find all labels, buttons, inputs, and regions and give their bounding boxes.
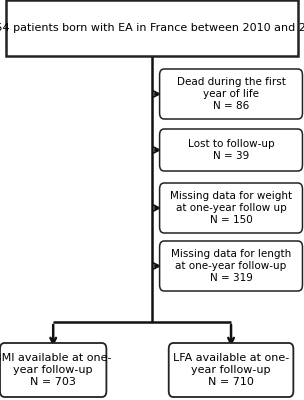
FancyBboxPatch shape: [160, 183, 302, 233]
FancyBboxPatch shape: [6, 0, 298, 56]
Text: Lost to follow-up
N = 39: Lost to follow-up N = 39: [188, 139, 274, 161]
FancyBboxPatch shape: [160, 241, 302, 291]
FancyBboxPatch shape: [0, 343, 106, 397]
Text: Missing data for length
at one-year follow-up
N = 319: Missing data for length at one-year foll…: [171, 250, 291, 282]
FancyBboxPatch shape: [169, 343, 293, 397]
Text: BMI available at one-
year follow-up
N = 703: BMI available at one- year follow-up N =…: [0, 354, 112, 386]
Text: LFA available at one-
year follow-up
N = 710: LFA available at one- year follow-up N =…: [173, 354, 289, 386]
Text: Dead during the first
year of life
N = 86: Dead during the first year of life N = 8…: [177, 77, 285, 111]
FancyBboxPatch shape: [160, 69, 302, 119]
Text: 1,154 patients born with EA in France between 2010 and 2016: 1,154 patients born with EA in France be…: [0, 23, 304, 33]
Text: Missing data for weight
at one-year follow up
N = 150: Missing data for weight at one-year foll…: [170, 192, 292, 225]
FancyBboxPatch shape: [160, 129, 302, 171]
